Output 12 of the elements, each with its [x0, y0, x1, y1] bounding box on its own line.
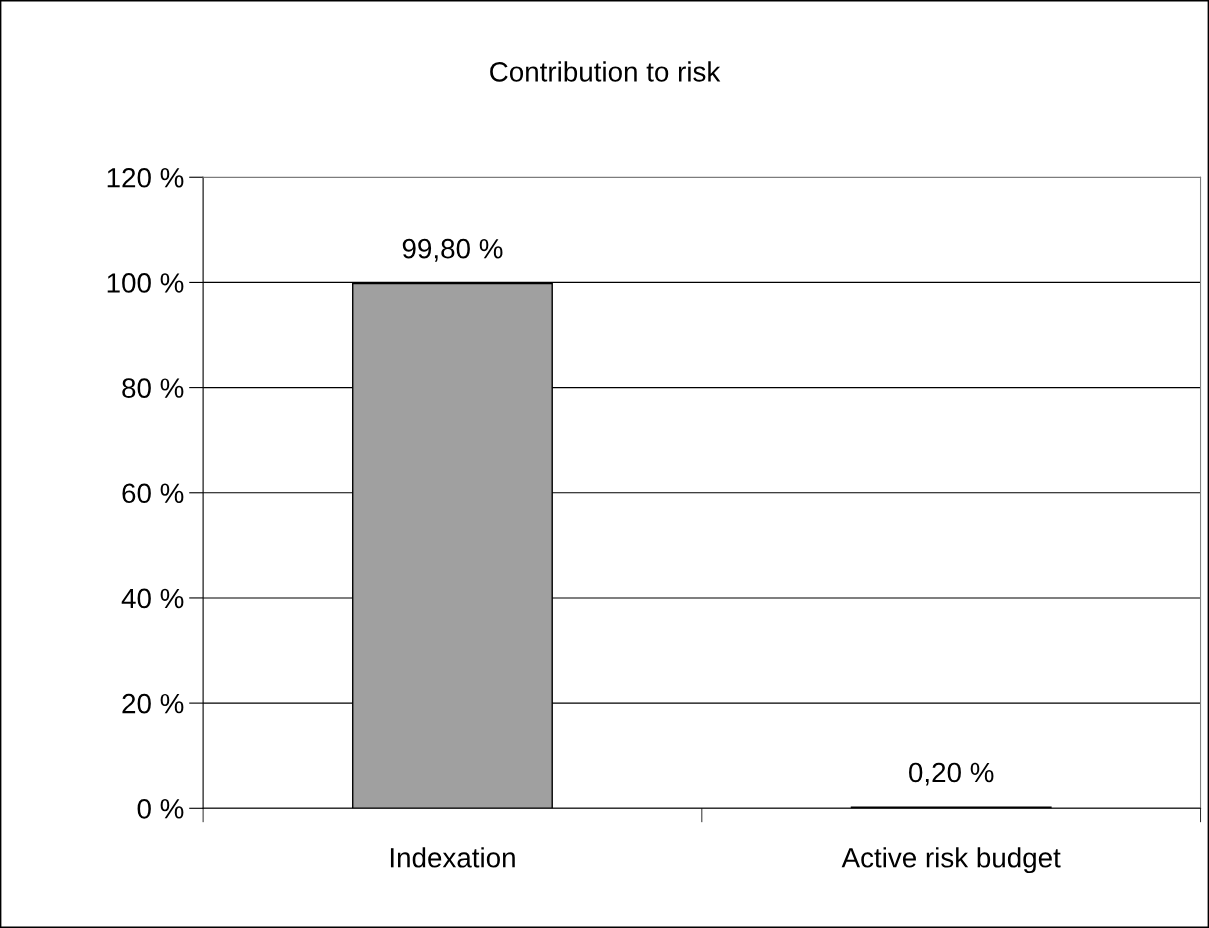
- y-tick-label: 60 %: [122, 483, 184, 504]
- y-tick-label: 80 %: [122, 378, 184, 398]
- chart-title: Contribution to risk: [490, 61, 721, 82]
- x-tick-label: Active risk budget: [841, 847, 1061, 874]
- y-tick-label: 20 %: [122, 693, 184, 714]
- data-label: 0,20 %: [909, 762, 994, 786]
- y-tick-label: 120 %: [107, 167, 184, 188]
- y-tick-label: 0 %: [137, 798, 184, 819]
- y-tick-label: 100 %: [107, 273, 184, 293]
- x-tick-label: Indexation: [390, 847, 515, 868]
- y-tick-label: 40 %: [121, 588, 184, 609]
- data-label: 99,80 %: [402, 238, 503, 262]
